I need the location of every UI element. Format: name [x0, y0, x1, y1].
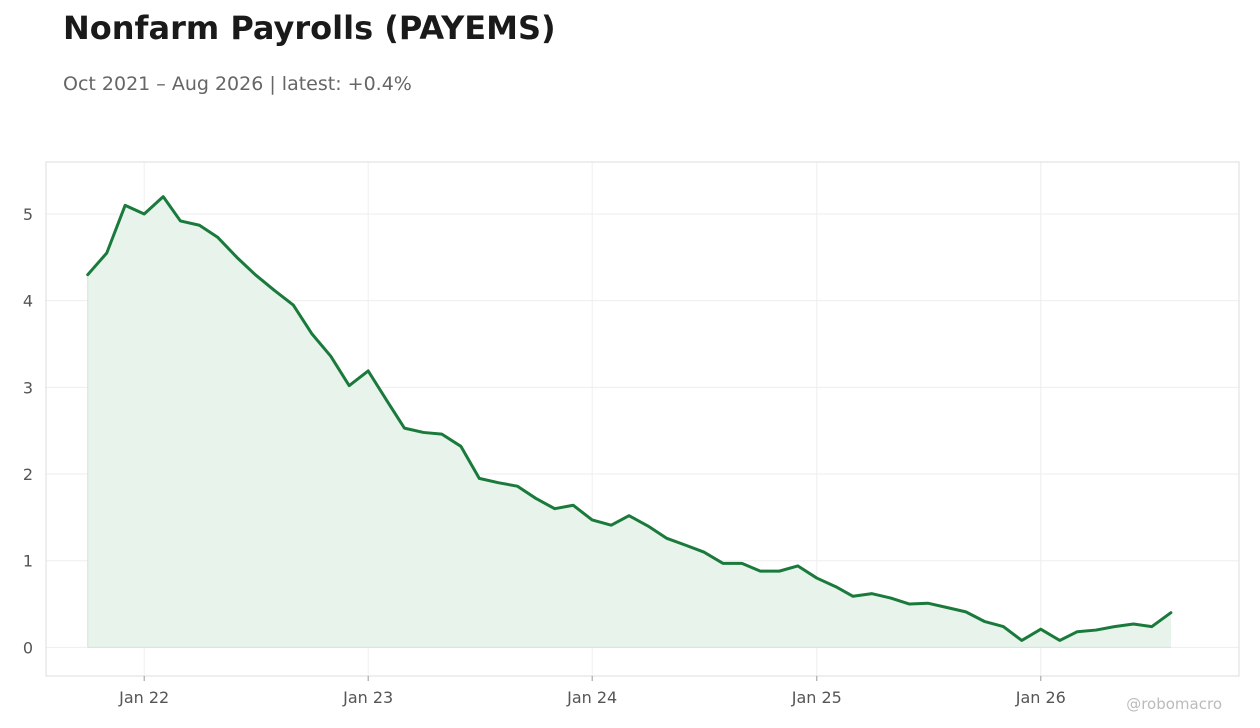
data-point: [1150, 625, 1153, 628]
data-point: [889, 596, 892, 599]
data-point: [124, 204, 127, 207]
data-point: [796, 564, 799, 567]
data-point: [478, 477, 481, 480]
data-point: [1169, 611, 1172, 614]
data-point: [329, 355, 332, 358]
data-point: [1113, 625, 1116, 628]
data-point: [1095, 629, 1098, 632]
data-point: [647, 525, 650, 528]
data-point: [273, 289, 276, 292]
data-point: [834, 585, 837, 588]
data-point: [422, 431, 425, 434]
series-area-fill: [87, 196, 1171, 648]
data-point: [198, 224, 201, 227]
data-point: [254, 273, 257, 276]
data-point: [964, 610, 967, 613]
y-tick-label: 5: [23, 205, 33, 224]
data-point: [1039, 628, 1042, 631]
data-point: [292, 304, 295, 307]
data-point: [367, 369, 370, 372]
data-point: [908, 603, 911, 606]
y-tick-label: 2: [23, 465, 33, 484]
x-tick-label: Jan 25: [791, 688, 842, 707]
data-point: [702, 551, 705, 554]
x-tick-label: Jan 23: [342, 688, 393, 707]
data-point: [778, 570, 781, 573]
data-point: [348, 384, 351, 387]
data-point: [403, 427, 406, 430]
y-tick-label: 0: [23, 638, 33, 657]
data-point: [572, 504, 575, 507]
data-point: [1075, 630, 1078, 633]
plot-frame: [45, 161, 1240, 677]
data-point: [721, 562, 724, 565]
data-point: [1058, 639, 1061, 642]
data-point: [179, 219, 182, 222]
data-point: [105, 252, 108, 255]
data-point: [86, 273, 89, 276]
data-point: [926, 602, 929, 605]
y-tick-label: 4: [23, 292, 33, 311]
data-point: [216, 236, 219, 239]
data-point: [310, 332, 313, 335]
chart-title: Nonfarm Payrolls (PAYEMS): [63, 9, 556, 47]
data-point: [815, 577, 818, 580]
data-point: [459, 445, 462, 448]
data-point: [759, 570, 762, 573]
y-tick-label: 3: [23, 378, 33, 397]
data-point: [851, 595, 854, 598]
data-point: [497, 481, 500, 484]
data-point: [516, 485, 519, 488]
watermark: @robomacro: [1126, 695, 1222, 713]
data-point: [534, 497, 537, 500]
data-point: [1132, 622, 1135, 625]
y-tick-label: 1: [23, 552, 33, 571]
x-tick-label: Jan 22: [118, 688, 169, 707]
x-tick-label: Jan 24: [566, 688, 617, 707]
data-point: [553, 507, 556, 510]
data-point: [162, 195, 165, 198]
data-point: [386, 400, 389, 403]
data-point: [871, 592, 874, 595]
data-point: [740, 562, 743, 565]
series-line: [86, 195, 1173, 642]
data-point: [665, 537, 668, 540]
data-point: [591, 518, 594, 521]
data-point: [1020, 639, 1023, 642]
data-point: [610, 524, 613, 527]
data-point: [440, 433, 443, 436]
data-point: [983, 620, 986, 623]
data-point: [684, 544, 687, 547]
data-point: [1002, 625, 1005, 628]
data-point: [945, 606, 948, 609]
data-point: [627, 514, 630, 517]
chart-subtitle: Oct 2021 – Aug 2026 | latest: +0.4%: [63, 73, 412, 95]
data-point: [143, 213, 146, 216]
data-point: [235, 256, 238, 259]
x-tick-label: Jan 26: [1015, 688, 1066, 707]
